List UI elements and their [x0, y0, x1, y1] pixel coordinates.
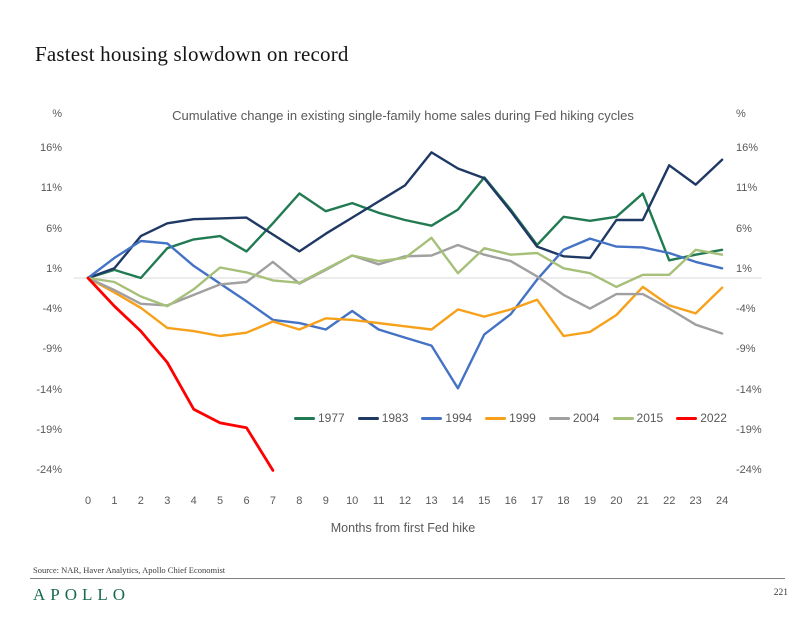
y-tick-right--24%: -24%: [736, 464, 762, 477]
legend-label-2004: 2004: [572, 411, 600, 425]
legend-item-1994: 1994: [421, 411, 472, 425]
legend-swatch-1999: [485, 416, 507, 420]
y-tick-right-6%: 6%: [736, 222, 752, 235]
legend-item-2022: 2022: [676, 411, 727, 425]
x-tick-1: 1: [111, 495, 118, 507]
y-tick-left--9%: -9%: [42, 343, 62, 356]
legend-item-2015: 2015: [612, 411, 664, 425]
y-tick-right--14%: -14%: [736, 383, 762, 396]
y-tick-left--4%: -4%: [42, 303, 62, 316]
series-line-1994: [86, 237, 724, 390]
x-tick-2: 2: [137, 495, 144, 507]
legend-swatch-2022: [676, 416, 698, 420]
x-tick-5: 5: [217, 495, 224, 507]
legend-item-1999: 1999: [485, 411, 536, 425]
legend-item-1977: 1977: [294, 411, 345, 425]
y-tick-left--19%: -19%: [36, 423, 62, 436]
legend-label-2015: 2015: [636, 411, 664, 425]
apollo-logo: APOLLO: [33, 585, 131, 604]
x-tick-23: 23: [689, 495, 702, 507]
y-tick-left-6%: 6%: [46, 222, 62, 235]
chart-subtitle: Cumulative change in existing single-fam…: [172, 108, 634, 123]
x-tick-4: 4: [190, 495, 197, 507]
page-title: Fastest housing slowdown on record: [35, 42, 349, 66]
series-line-1999: [86, 276, 724, 338]
legend-item-2004: 2004: [548, 411, 600, 425]
y-tick-right-11%: 11%: [736, 182, 758, 195]
legend-swatch-2004: [548, 416, 570, 420]
legend-label-1994: 1994: [445, 411, 473, 425]
series-line-2015: [86, 236, 724, 308]
x-tick-14: 14: [451, 495, 464, 507]
x-tick-7: 7: [269, 495, 276, 507]
x-tick-9: 9: [322, 495, 329, 507]
y-tick-right-16%: 16%: [736, 142, 759, 155]
series-line-1977: [86, 176, 724, 280]
legend-label-1983: 1983: [381, 411, 409, 425]
x-tick-15: 15: [478, 495, 491, 507]
legend-label-2022: 2022: [700, 411, 727, 425]
series-line-2004: [86, 243, 724, 335]
x-tick-22: 22: [663, 495, 676, 507]
y-tick-right--4%: -4%: [736, 303, 756, 316]
legend-label-1977: 1977: [318, 411, 345, 425]
source-note: Source: NAR, Haver Analytics, Apollo Chi…: [33, 565, 226, 575]
x-tick-16: 16: [504, 495, 517, 507]
x-tick-21: 21: [636, 495, 649, 507]
x-tick-13: 13: [425, 495, 438, 507]
legend-swatch-1983: [357, 416, 379, 420]
series-line-2022: [86, 276, 275, 472]
y-axis-unit-left: %: [52, 108, 62, 120]
series-line-1983: [86, 151, 724, 280]
legend-swatch-1994: [421, 416, 443, 420]
x-tick-12: 12: [398, 495, 412, 507]
legend-swatch-1977: [294, 416, 315, 420]
x-tick-24: 24: [715, 495, 729, 507]
y-tick-right--19%: -19%: [736, 423, 762, 436]
y-axis-unit-right: %: [736, 108, 746, 120]
y-tick-right--9%: -9%: [736, 343, 756, 356]
footer-divider: [30, 578, 785, 579]
y-tick-left-11%: 11%: [40, 182, 62, 195]
y-tick-right-1%: 1%: [736, 262, 752, 275]
x-tick-19: 19: [583, 495, 597, 507]
x-tick-20: 20: [610, 495, 623, 507]
x-axis-title: Months from first Fed hike: [330, 521, 476, 535]
y-tick-left--14%: -14%: [36, 383, 62, 396]
y-tick-left--24%: -24%: [36, 464, 62, 477]
legend-swatch-2015: [612, 416, 634, 420]
x-tick-3: 3: [164, 495, 171, 507]
x-tick-17: 17: [531, 495, 544, 507]
y-tick-left-16%: 16%: [39, 142, 62, 155]
x-tick-18: 18: [557, 495, 570, 507]
x-tick-10: 10: [346, 495, 359, 507]
x-tick-11: 11: [372, 495, 385, 507]
y-tick-left-1%: 1%: [46, 262, 62, 275]
legend-item-1983: 1983: [357, 411, 409, 425]
x-tick-8: 8: [296, 495, 303, 507]
page-number: 221: [773, 588, 788, 598]
legend-label-1999: 1999: [509, 411, 536, 425]
chart-legend: 1977 1983 1994 1999 2004 2015 2022: [294, 411, 727, 425]
x-tick-0: 0: [84, 495, 92, 507]
x-tick-6: 6: [243, 495, 250, 507]
